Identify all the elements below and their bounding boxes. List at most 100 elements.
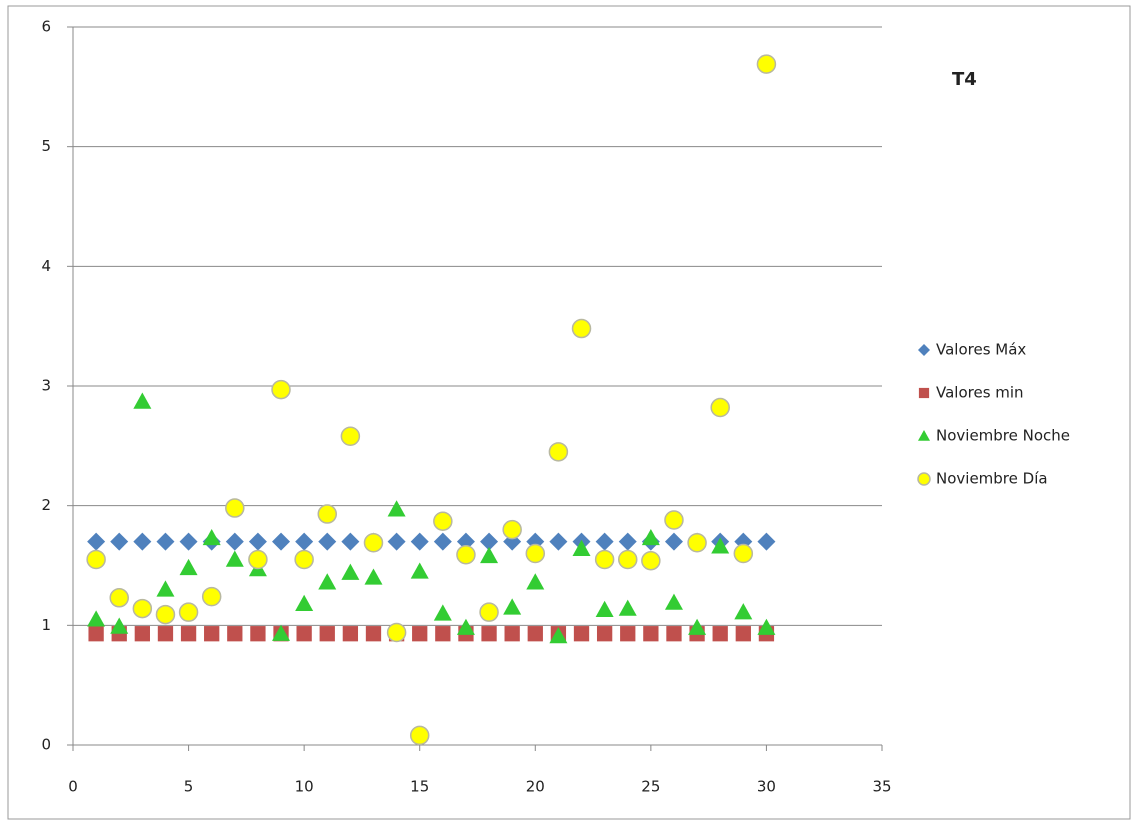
square-marker: [435, 626, 451, 642]
triangle-marker: [595, 600, 614, 617]
circle-marker: [386, 622, 407, 643]
x-tick-label: 5: [184, 778, 194, 796]
square-marker: [250, 626, 266, 642]
circle-marker: [710, 397, 730, 418]
circle-marker: [917, 472, 931, 486]
square-marker: [157, 626, 174, 642]
circle-marker: [479, 602, 499, 622]
legend-label: Valores min: [936, 384, 1024, 402]
square-marker: [527, 626, 543, 642]
circle-marker: [641, 550, 661, 571]
y-tick-label: 3: [41, 377, 51, 395]
diamond-marker: [480, 532, 499, 551]
circle-marker: [225, 498, 245, 518]
triangle-marker: [433, 604, 452, 621]
circle-marker: [756, 54, 777, 74]
x-tick-label: 35: [872, 778, 891, 796]
triangle-marker: [225, 550, 244, 567]
diamond-marker: [387, 532, 406, 551]
triangle-marker: [364, 568, 383, 585]
legend-label: Noviembre Noche: [936, 427, 1070, 445]
circle-marker: [248, 549, 268, 570]
circle-marker: [86, 549, 106, 570]
square-marker: [134, 626, 150, 642]
diamond-marker: [318, 532, 337, 551]
diamond-marker: [918, 344, 930, 356]
triangle-marker: [480, 546, 499, 564]
diamond-marker: [179, 532, 198, 551]
circle-marker: [317, 504, 338, 524]
diamond-marker: [341, 532, 360, 551]
diamond-marker: [664, 532, 683, 551]
square-marker: [735, 626, 751, 642]
triangle-marker: [688, 618, 707, 635]
square-marker: [620, 626, 636, 642]
circle-marker: [456, 544, 476, 565]
square-marker: [412, 626, 428, 642]
circle-marker: [294, 549, 314, 570]
y-tick-label: 0: [41, 736, 51, 754]
triangle-marker: [87, 610, 106, 627]
diamond-marker: [110, 532, 129, 551]
square-marker: [573, 626, 590, 642]
square-marker: [712, 626, 728, 642]
triangle-marker: [341, 563, 360, 580]
triangle-marker: [664, 593, 683, 610]
triangle-marker: [526, 573, 545, 590]
triangle-marker: [410, 562, 429, 579]
legend-label: Valores Máx: [936, 341, 1026, 359]
diamond-marker: [295, 532, 314, 551]
circle-marker: [733, 543, 754, 564]
triangle-marker: [272, 624, 291, 641]
circle-marker: [664, 510, 684, 530]
x-tick-label: 30: [757, 778, 776, 796]
square-marker: [319, 626, 335, 642]
circle-marker: [409, 725, 430, 746]
triangle-marker: [110, 617, 129, 634]
diamond-marker: [433, 532, 452, 551]
square-marker: [204, 626, 220, 642]
x-tick-label: 15: [410, 778, 429, 796]
chart-border: [7, 5, 1131, 820]
circle-marker: [525, 543, 546, 564]
triangle-marker: [549, 627, 568, 644]
chart-title: T4: [952, 69, 977, 90]
diamond-marker: [757, 532, 776, 551]
x-tick-label: 25: [641, 778, 660, 796]
diamond-marker: [618, 532, 637, 551]
circle-marker: [155, 604, 176, 625]
square-marker: [918, 387, 930, 399]
triangle-marker: [618, 599, 637, 616]
square-marker: [481, 626, 497, 642]
circle-marker: [201, 586, 222, 607]
triangle-marker: [734, 603, 753, 620]
x-tick-label: 10: [295, 778, 314, 796]
square-marker: [596, 626, 613, 642]
triangle-marker: [202, 528, 221, 546]
square-marker: [296, 626, 312, 642]
triangle-marker: [456, 618, 475, 635]
square-marker: [365, 626, 382, 642]
circle-marker: [340, 426, 361, 447]
triangle-marker: [295, 594, 314, 611]
y-tick-label: 4: [41, 257, 51, 275]
triangle-marker: [503, 598, 522, 615]
circle-marker: [433, 511, 453, 531]
diamond-marker: [156, 532, 175, 551]
diamond-marker: [248, 532, 267, 551]
circle-marker: [178, 602, 199, 622]
triangle-marker: [133, 392, 152, 409]
x-tick-label: 0: [68, 778, 78, 796]
diamond-marker: [456, 532, 475, 551]
triangle-marker: [156, 580, 175, 597]
triangle-marker: [641, 528, 660, 546]
circle-marker: [594, 549, 615, 570]
triangle-marker: [387, 500, 406, 517]
x-tick-label: 20: [526, 778, 545, 796]
diamond-marker: [272, 532, 291, 551]
circle-marker: [132, 598, 153, 619]
square-marker: [88, 626, 104, 642]
triangle-marker: [757, 618, 776, 635]
square-marker: [342, 626, 359, 642]
